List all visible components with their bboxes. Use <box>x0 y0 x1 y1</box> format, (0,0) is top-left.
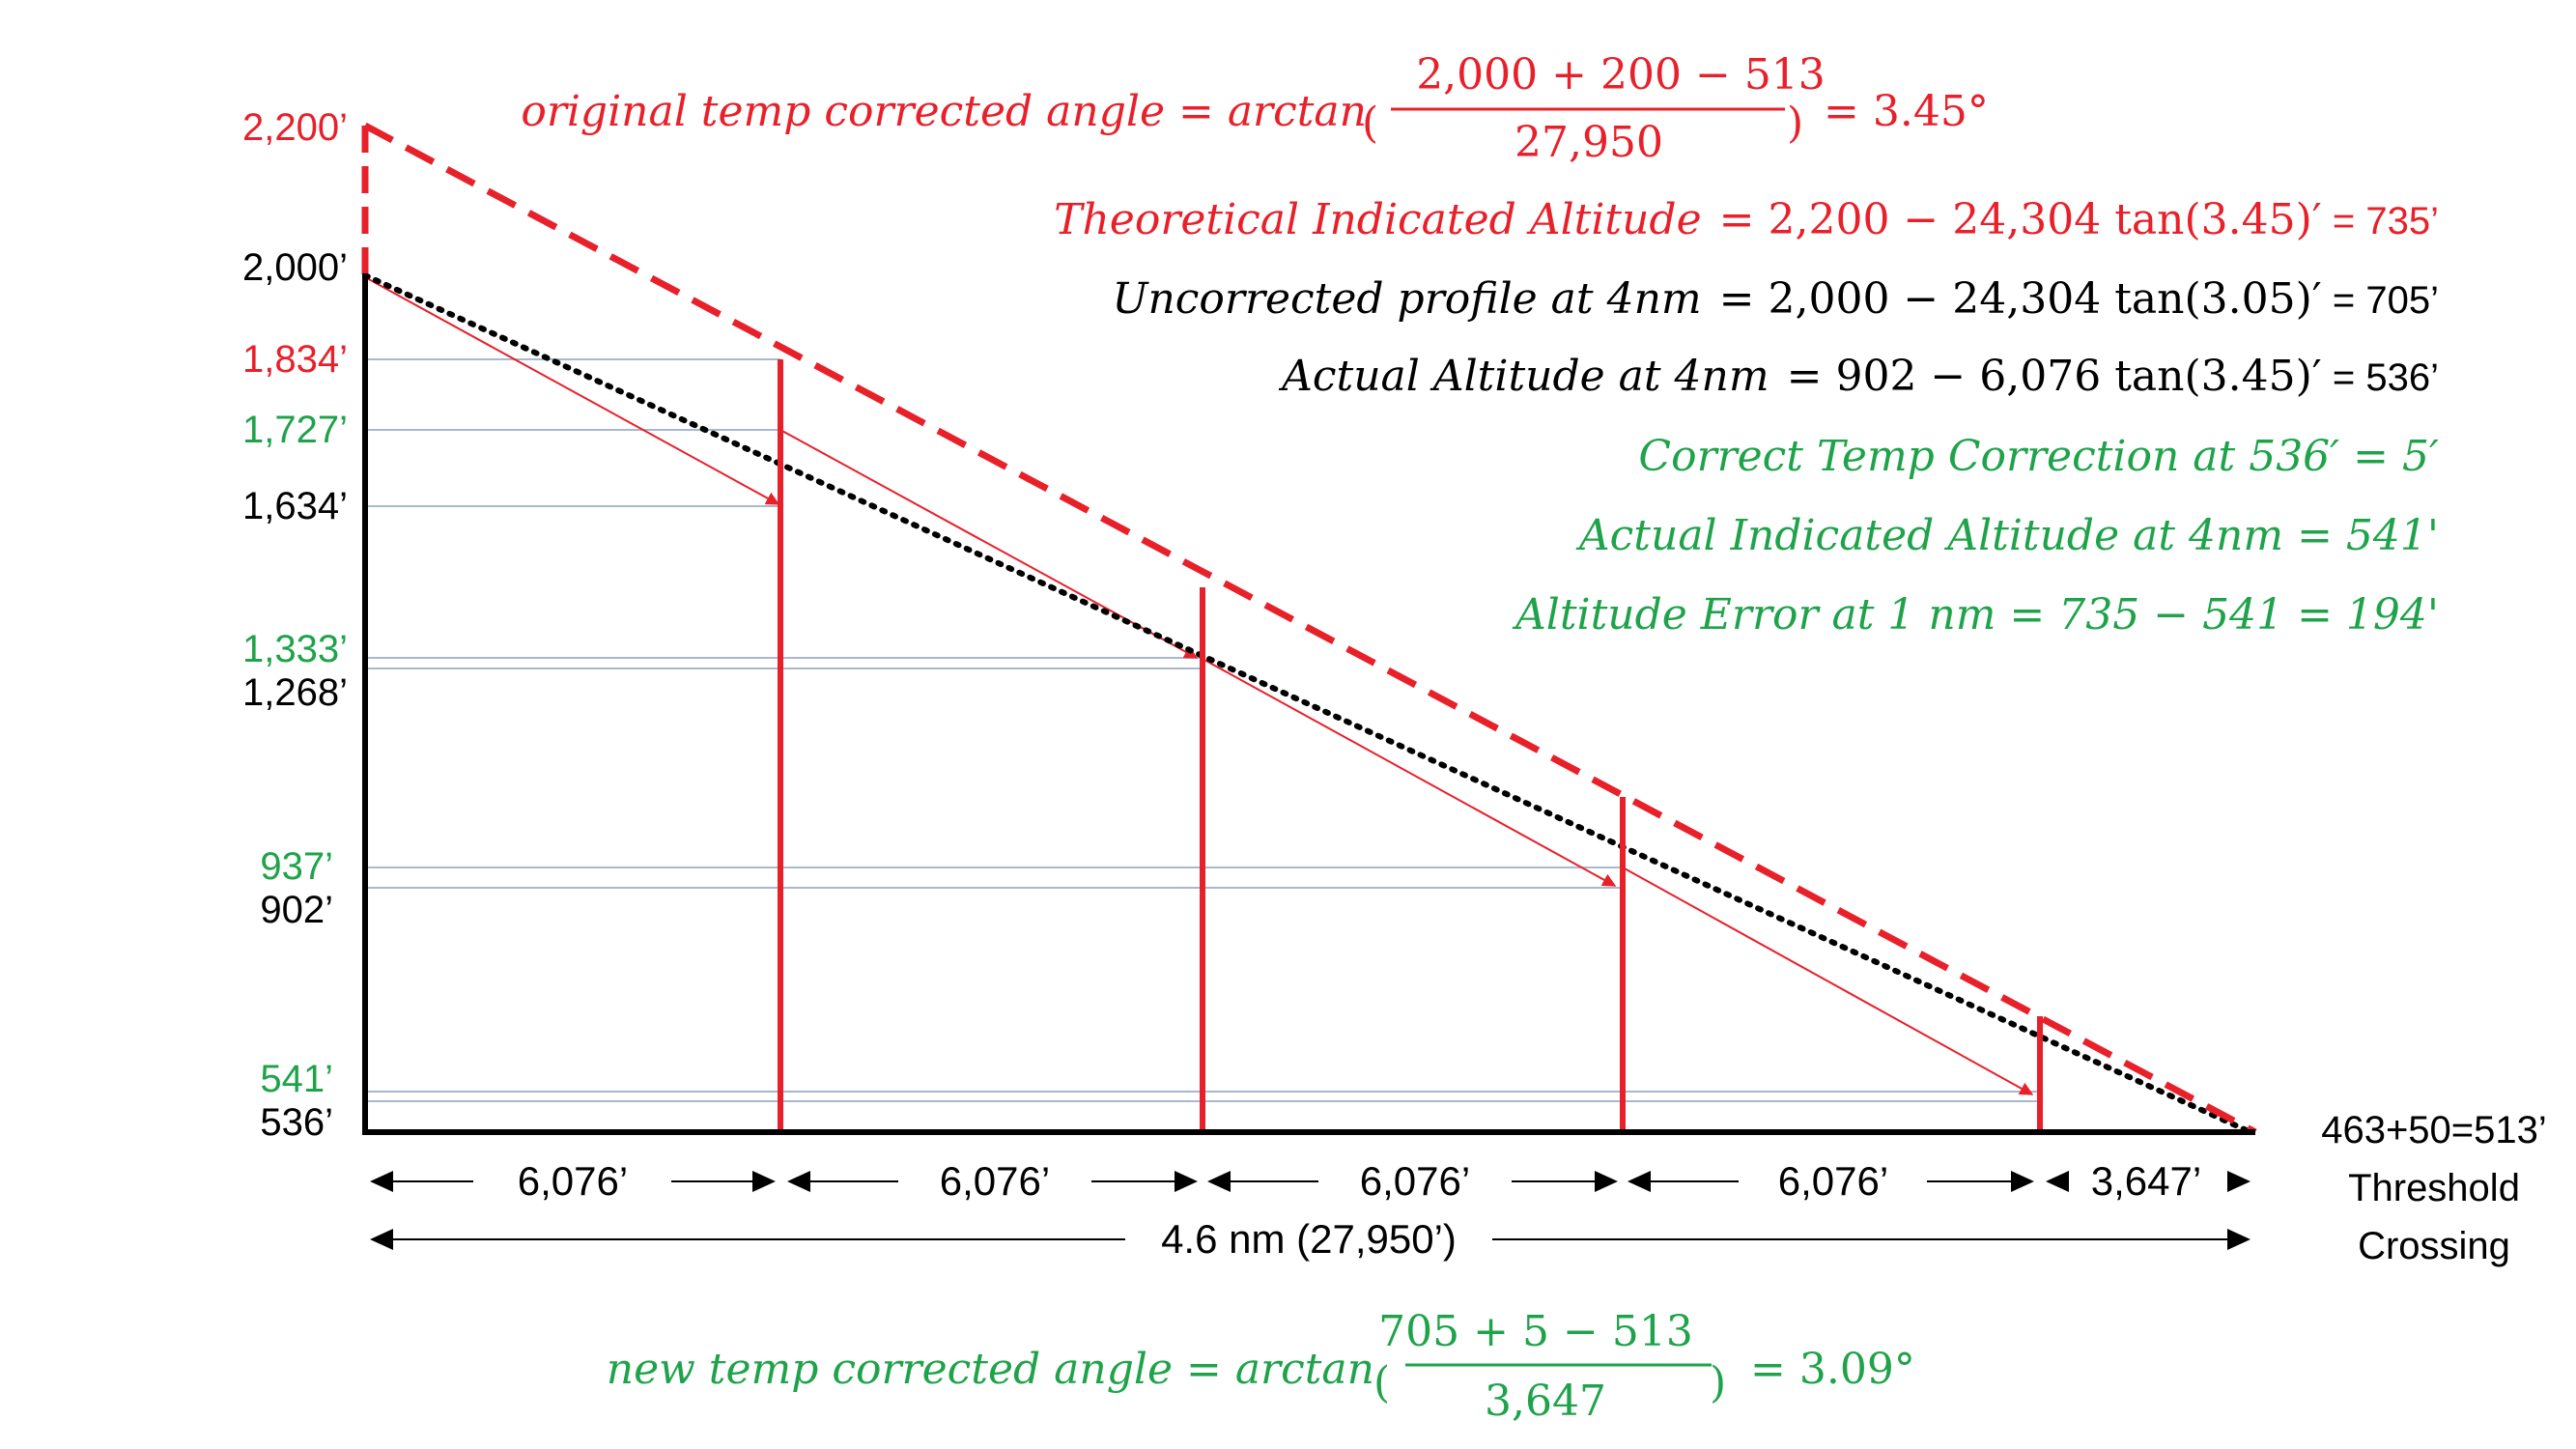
equation-correct-temp-correction: Correct Temp Correction at 536′ = 5′ <box>1638 432 2439 481</box>
segment-label-2: 6,076’ <box>940 1158 1050 1204</box>
eq-original-lhs: original temp corrected angle = arctan <box>521 87 1367 136</box>
segment-2 <box>787 1171 1198 1192</box>
corrected-profile-line <box>363 122 2257 1136</box>
eq-new-rparen: ) <box>1710 1358 1726 1407</box>
equation-actual-altitude: Actual Altitude at 4nm = 902 − 6,076 tan(… <box>1278 352 2439 401</box>
segment-total <box>370 1229 2250 1250</box>
segment-label-1: 6,076’ <box>518 1158 628 1204</box>
threshold-crossing-label: 463+50=513’ Threshold Crossing <box>2321 1109 2547 1267</box>
eq-original-result: = 3.45° <box>1824 87 1989 136</box>
eq-new-result: = 3.09° <box>1750 1345 1915 1394</box>
y-label-1333: 1,333’ <box>242 628 348 670</box>
y-label-2200: 2,200’ <box>242 106 348 149</box>
threshold-line1: Threshold <box>2348 1167 2520 1209</box>
segment-label-5: 3,647’ <box>2091 1158 2201 1204</box>
eq-original-denominator: 27,950 <box>1514 118 1663 167</box>
equation-uncorrected-profile: Uncorrected profile at 4nm = 2,000 − 24,3… <box>1112 274 2439 324</box>
segment-4 <box>1628 1171 2034 1192</box>
y-label-536: 536’ <box>260 1101 333 1144</box>
segment-5 <box>2046 1171 2250 1192</box>
step-arrow-3 <box>1202 658 1617 887</box>
segment-dimensions <box>370 1171 2250 1250</box>
eq-new-denominator: 3,647 <box>1485 1377 1606 1426</box>
y-label-541: 541’ <box>260 1058 333 1100</box>
eq-original-rparen: ) <box>1787 99 1803 148</box>
segment-label-3: 6,076’ <box>1360 1158 1470 1204</box>
eq-new-lhs: new temp corrected angle = arctan <box>607 1345 1374 1394</box>
y-axis-labels: 2,200’ 2,000’ 1,834’ 1,727’ 1,634’ 1,333… <box>242 106 348 1144</box>
step-arrows <box>364 276 2034 1095</box>
segment-label-total: 4.6 nm (27,950’) <box>1161 1216 1457 1262</box>
y-label-902: 902’ <box>260 889 333 931</box>
equation-actual-indicated-altitude: Actual Indicated Altitude at 4nm = 541' <box>1575 511 2439 560</box>
segment-1 <box>370 1171 776 1192</box>
eq-new-numerator: 705 + 5 − 513 <box>1378 1307 1693 1356</box>
y-label-1634: 1,634’ <box>242 485 348 527</box>
y-label-937: 937’ <box>260 845 333 888</box>
eq-original-numerator: 2,000 + 200 − 513 <box>1416 50 1826 99</box>
eq-original-lparen: ( <box>1362 99 1378 148</box>
uncorrected-profile-line <box>362 272 2253 1135</box>
segment-label-4: 6,076’ <box>1778 1158 1888 1204</box>
segment-labels: 6,076’ 6,076’ 6,076’ 6,076’ 3,647’ 4.6 n… <box>518 1158 2201 1262</box>
segment-3 <box>1207 1171 1618 1192</box>
equation-theoretical-altitude: Theoretical Indicated Altitude = 2,200 − … <box>1054 195 2439 244</box>
eq-new-lparen: ( <box>1373 1358 1390 1407</box>
y-label-1727: 1,727’ <box>242 409 348 451</box>
y-label-2000: 2,000’ <box>242 246 348 289</box>
equation-new-angle: new temp corrected angle = arctan ( 705 … <box>607 1307 1915 1426</box>
equation-altitude-error: Altitude Error at 1 nm = 735 − 541 = 194… <box>1512 590 2439 639</box>
y-label-1268: 1,268’ <box>242 671 348 714</box>
equation-original-angle: original temp corrected angle = arctan (… <box>521 50 1989 167</box>
threshold-line2: Crossing <box>2358 1225 2510 1267</box>
stepdown-bars <box>778 359 2043 1132</box>
step-arrow-1 <box>364 276 780 505</box>
step-arrow-4 <box>1622 867 2034 1095</box>
threshold-value: 463+50=513’ <box>2321 1109 2547 1151</box>
y-label-1834: 1,834’ <box>242 338 348 381</box>
